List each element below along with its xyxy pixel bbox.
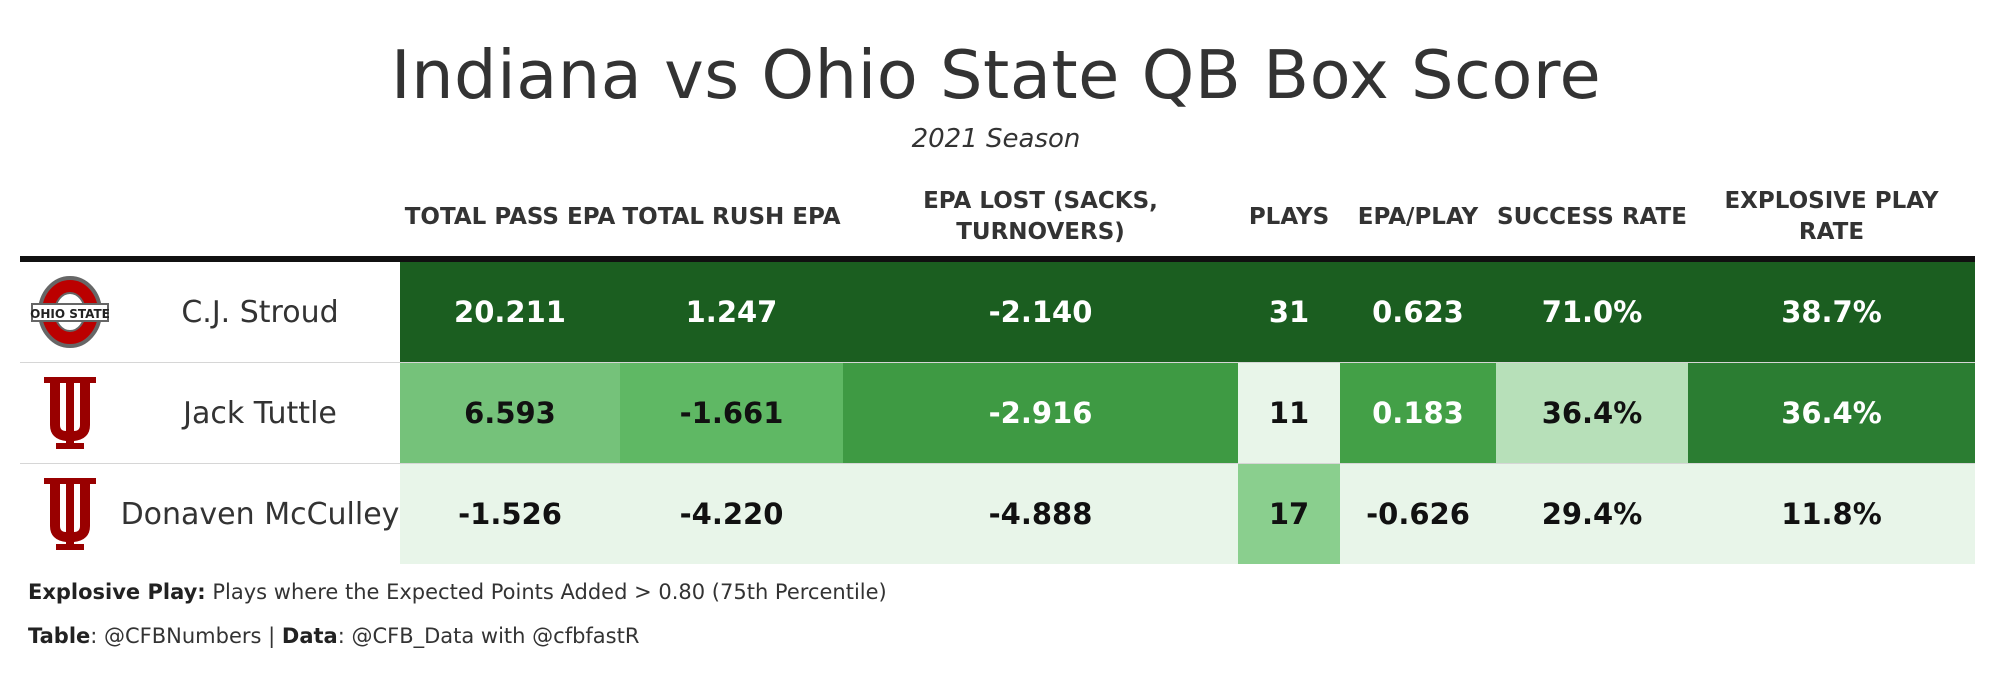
data-credit-label: Data (281, 624, 338, 648)
table-row: OHIO STATE C.J. Stroud 20.211 1.247 -2.140 31… (20, 262, 1975, 363)
value-cell: -2.916 (843, 363, 1238, 463)
explosive-play-note: Explosive Play: Plays where the Expected… (28, 580, 887, 624)
credits-note: Table: @CFBNumbers | Data: @CFB_Data wit… (28, 624, 887, 668)
column-header-0: TOTAL PASS EPA (404, 203, 616, 230)
value-cell: 17 (1238, 464, 1340, 564)
value-cell: 1.247 (620, 262, 843, 362)
ohio-state-logo-icon: OHIO STATE (30, 276, 110, 348)
indiana-logo-icon (44, 478, 96, 550)
table-credit-label: Table (28, 624, 91, 648)
svg-text:OHIO STATE: OHIO STATE (30, 307, 110, 321)
value-cell: -4.220 (620, 464, 843, 564)
value-cell: -1.661 (620, 363, 843, 463)
header-rule (20, 256, 1975, 262)
column-header-6: EXPLOSIVE PLAY RATE (1724, 188, 1939, 245)
qb-box-score-table: TOTAL PASS EPA TOTAL RUSH EPA EPA LOST (SA… (20, 178, 1975, 564)
data-credit-text: : @CFB_Data with @cfbfastR (337, 624, 640, 648)
explosive-play-label: Explosive Play: (28, 580, 206, 604)
explosive-play-text: Plays where the Expected Points Added > … (205, 580, 887, 604)
value-cell: -0.626 (1340, 464, 1496, 564)
player-name: Jack Tuttle (183, 395, 337, 431)
column-header-4: EPA/PLAY (1357, 203, 1479, 230)
column-header-2: EPA LOST (SACKS, TURNOVERS) (923, 188, 1158, 245)
value-cell: 71.0% (1496, 262, 1688, 362)
player-name: C.J. Stroud (181, 294, 339, 330)
team-logo: OHIO STATE (20, 262, 120, 362)
value-cell: 0.623 (1340, 262, 1496, 362)
player-name: Donaven McCulley (120, 496, 400, 532)
footnotes: Explosive Play: Plays where the Expected… (28, 580, 887, 668)
value-cell: 6.593 (400, 363, 620, 463)
value-cell: 0.183 (1340, 363, 1496, 463)
value-cell: 38.7% (1688, 262, 1975, 362)
value-cell: 20.211 (400, 262, 620, 362)
column-header-3: PLAYS (1248, 203, 1330, 230)
value-cell: -4.888 (843, 464, 1238, 564)
column-header-1: TOTAL RUSH EPA (622, 203, 841, 230)
value-cell: 29.4% (1496, 464, 1688, 564)
value-cell: -2.140 (843, 262, 1238, 362)
value-cell: 36.4% (1496, 363, 1688, 463)
column-header-5: SUCCESS RATE (1497, 203, 1687, 230)
value-cell: -1.526 (400, 464, 620, 564)
team-logo (20, 464, 120, 564)
value-cell: 36.4% (1688, 363, 1975, 463)
value-cell: 11 (1238, 363, 1340, 463)
table-header: TOTAL PASS EPA TOTAL RUSH EPA EPA LOST (SA… (20, 178, 1975, 256)
indiana-logo-icon (44, 377, 96, 449)
chart-title: Indiana vs Ohio State QB Box Score (390, 36, 1602, 114)
table-row: Jack Tuttle 6.593 -1.661 -2.916 11 0.183 36.4%… (20, 363, 1975, 464)
chart-subtitle: 2021 Season (911, 124, 1081, 154)
table-credit-text: : @CFBNumbers | (90, 624, 282, 648)
table-row: Donaven McCulley -1.526 -4.220 -4.888 17 -0.6… (20, 464, 1975, 565)
value-cell: 31 (1238, 262, 1340, 362)
value-cell: 11.8% (1688, 464, 1975, 564)
team-logo (20, 363, 120, 463)
